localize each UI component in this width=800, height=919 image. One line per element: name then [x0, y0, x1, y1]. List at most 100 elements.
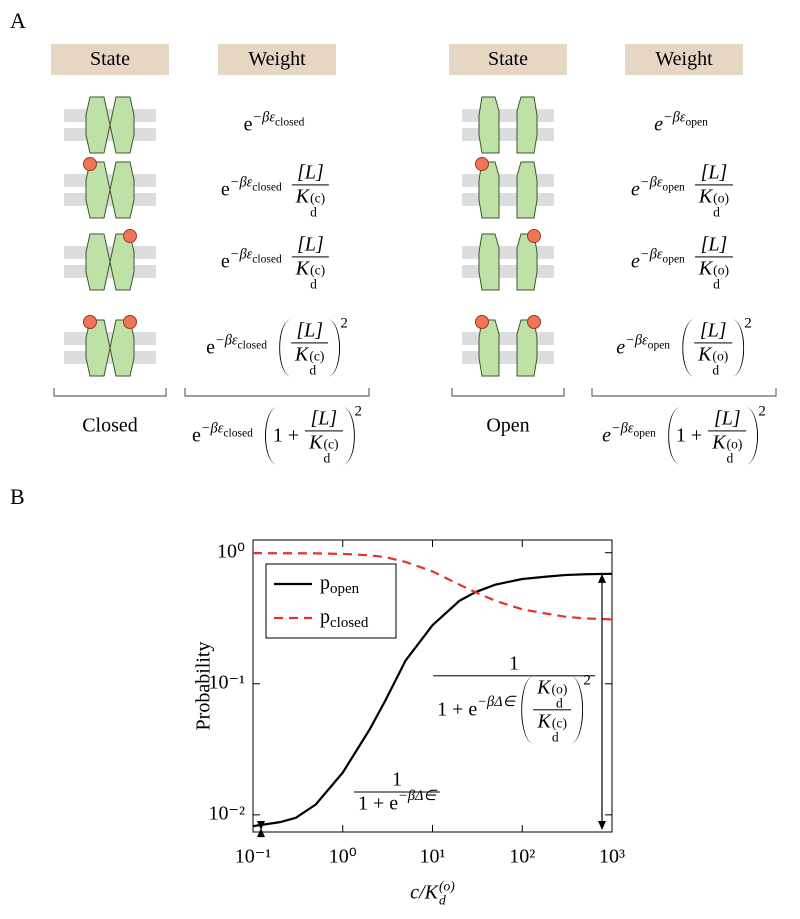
y-axis-label: Probability — [193, 642, 215, 731]
channel-subunit — [516, 96, 538, 154]
k-sup: (c) — [310, 262, 326, 278]
k-sup: (c) — [310, 190, 326, 206]
k-d: c/K (o) d — [410, 879, 455, 906]
exponent: −βεopen — [625, 332, 670, 351]
denominator: K (o) d — [695, 185, 733, 218]
weight: e−βεclosed — [244, 110, 311, 137]
exp-text: −βε — [639, 246, 663, 263]
fraction: [L] K (o) d — [694, 233, 734, 290]
k-sub: d — [310, 204, 317, 219]
exp-sub: open — [662, 181, 685, 194]
ligand — [123, 229, 137, 243]
exponent: −βεclosed — [230, 246, 282, 265]
channel-subunit — [478, 96, 500, 154]
denominator-text: 1 + e−βΔ∈ — [358, 789, 436, 816]
channel-subunit — [109, 319, 135, 377]
k-d: K (o) d — [537, 676, 567, 709]
denominator: K (o) d — [695, 257, 733, 290]
k-sup: (o) — [712, 348, 729, 364]
fraction: [L] K (c) d — [291, 233, 330, 290]
numerator: 1 — [353, 769, 441, 793]
k-subsup: (o) d — [712, 349, 728, 376]
e-base: e — [220, 178, 230, 201]
e-base: e — [630, 178, 640, 201]
y-tick-label: 10⁰ — [217, 540, 245, 562]
exponent: −βεopen — [662, 109, 708, 128]
fraction: [L] K (o) d — [694, 161, 734, 218]
membrane — [64, 351, 156, 364]
paren-group: [L] K (c) d 2 — [273, 315, 348, 377]
exponential: e−βεclosed — [220, 175, 282, 202]
numerator-text: 1 — [508, 652, 519, 675]
k-base: K — [698, 185, 713, 208]
e-base: e — [206, 336, 215, 359]
k-subsup: (c) d — [551, 715, 567, 744]
membrane — [462, 174, 554, 187]
arrow-head — [598, 821, 606, 830]
k-subsup: (c) d — [309, 349, 324, 376]
membrane — [64, 174, 156, 187]
exp-sub: closed — [252, 181, 282, 194]
ligand — [123, 315, 137, 329]
exponential: e−βεclosed — [206, 333, 267, 360]
parentheses: [L] K (c) d — [278, 319, 341, 377]
k-subsup: (o) d — [713, 191, 729, 218]
k-sup: (o) — [713, 262, 730, 278]
exponential: e−βεopen — [654, 110, 708, 137]
paren-group: [L] K (o) d 2 — [676, 315, 752, 377]
channel-subunit — [109, 161, 135, 219]
paren-group: 1 + [L] K (o) d 2 — [662, 403, 766, 465]
denominator: K (c) d — [291, 343, 328, 376]
membrane — [64, 128, 156, 141]
numerator: [L] — [291, 233, 330, 258]
arrow-head — [257, 828, 265, 838]
k-base: K — [698, 257, 713, 280]
k-base: c/K — [410, 881, 438, 904]
k-d: K (c) d — [538, 711, 567, 744]
channel-subunit — [478, 161, 500, 219]
denominator: K (o) d — [694, 343, 732, 376]
fraction: [L] K (c) d — [290, 319, 329, 376]
numerator: [L] — [694, 233, 734, 258]
y-tick-label: 10⁻² — [208, 802, 245, 824]
exp-sub: open — [662, 253, 685, 266]
k-sub: d — [726, 450, 734, 465]
weight: e−βεopen [L] K (o) d — [631, 161, 737, 218]
exponent: −βεopen — [639, 246, 685, 266]
panel-label: A — [10, 8, 26, 33]
legend-letter: p — [320, 606, 330, 628]
e-base: e — [602, 424, 611, 447]
k-sup: (c) — [309, 348, 325, 364]
exp-text: −βε — [662, 109, 686, 126]
exponent: −βεclosed — [230, 174, 282, 194]
membrane — [64, 109, 156, 122]
k-d: K (c) d — [296, 257, 325, 290]
k-sup: (c) — [551, 715, 567, 731]
k-base: K — [309, 431, 323, 454]
fraction: [L] K (o) d — [694, 319, 733, 376]
denominator: K (c) d — [292, 257, 329, 290]
channel-subunit — [85, 96, 111, 154]
k-subsup: (c) d — [310, 191, 325, 218]
exponential: e−βεclosed — [221, 247, 282, 274]
k-subsup: (c) d — [310, 263, 325, 290]
group-label: Open — [486, 414, 530, 437]
column-header: State — [51, 44, 169, 75]
k-base: K — [712, 431, 726, 454]
k-subsup: (o) d — [439, 879, 455, 906]
series-line — [252, 552, 613, 621]
k-sup: (c) — [323, 436, 339, 452]
ligand — [475, 315, 489, 329]
exponential: e−βεopen — [631, 247, 685, 274]
one-plus: 1 + — [272, 424, 300, 447]
k-d: K (o) d — [698, 343, 728, 376]
den-exp: −βΔ∈ — [477, 694, 516, 711]
x-tick-label: 10⁰ — [329, 846, 357, 868]
membrane — [64, 193, 156, 206]
group-label: Closed — [82, 414, 138, 437]
parentheses: [L] K (o) d — [682, 319, 745, 377]
fraction: [L] K (c) d — [291, 161, 330, 218]
ligand — [527, 315, 541, 329]
